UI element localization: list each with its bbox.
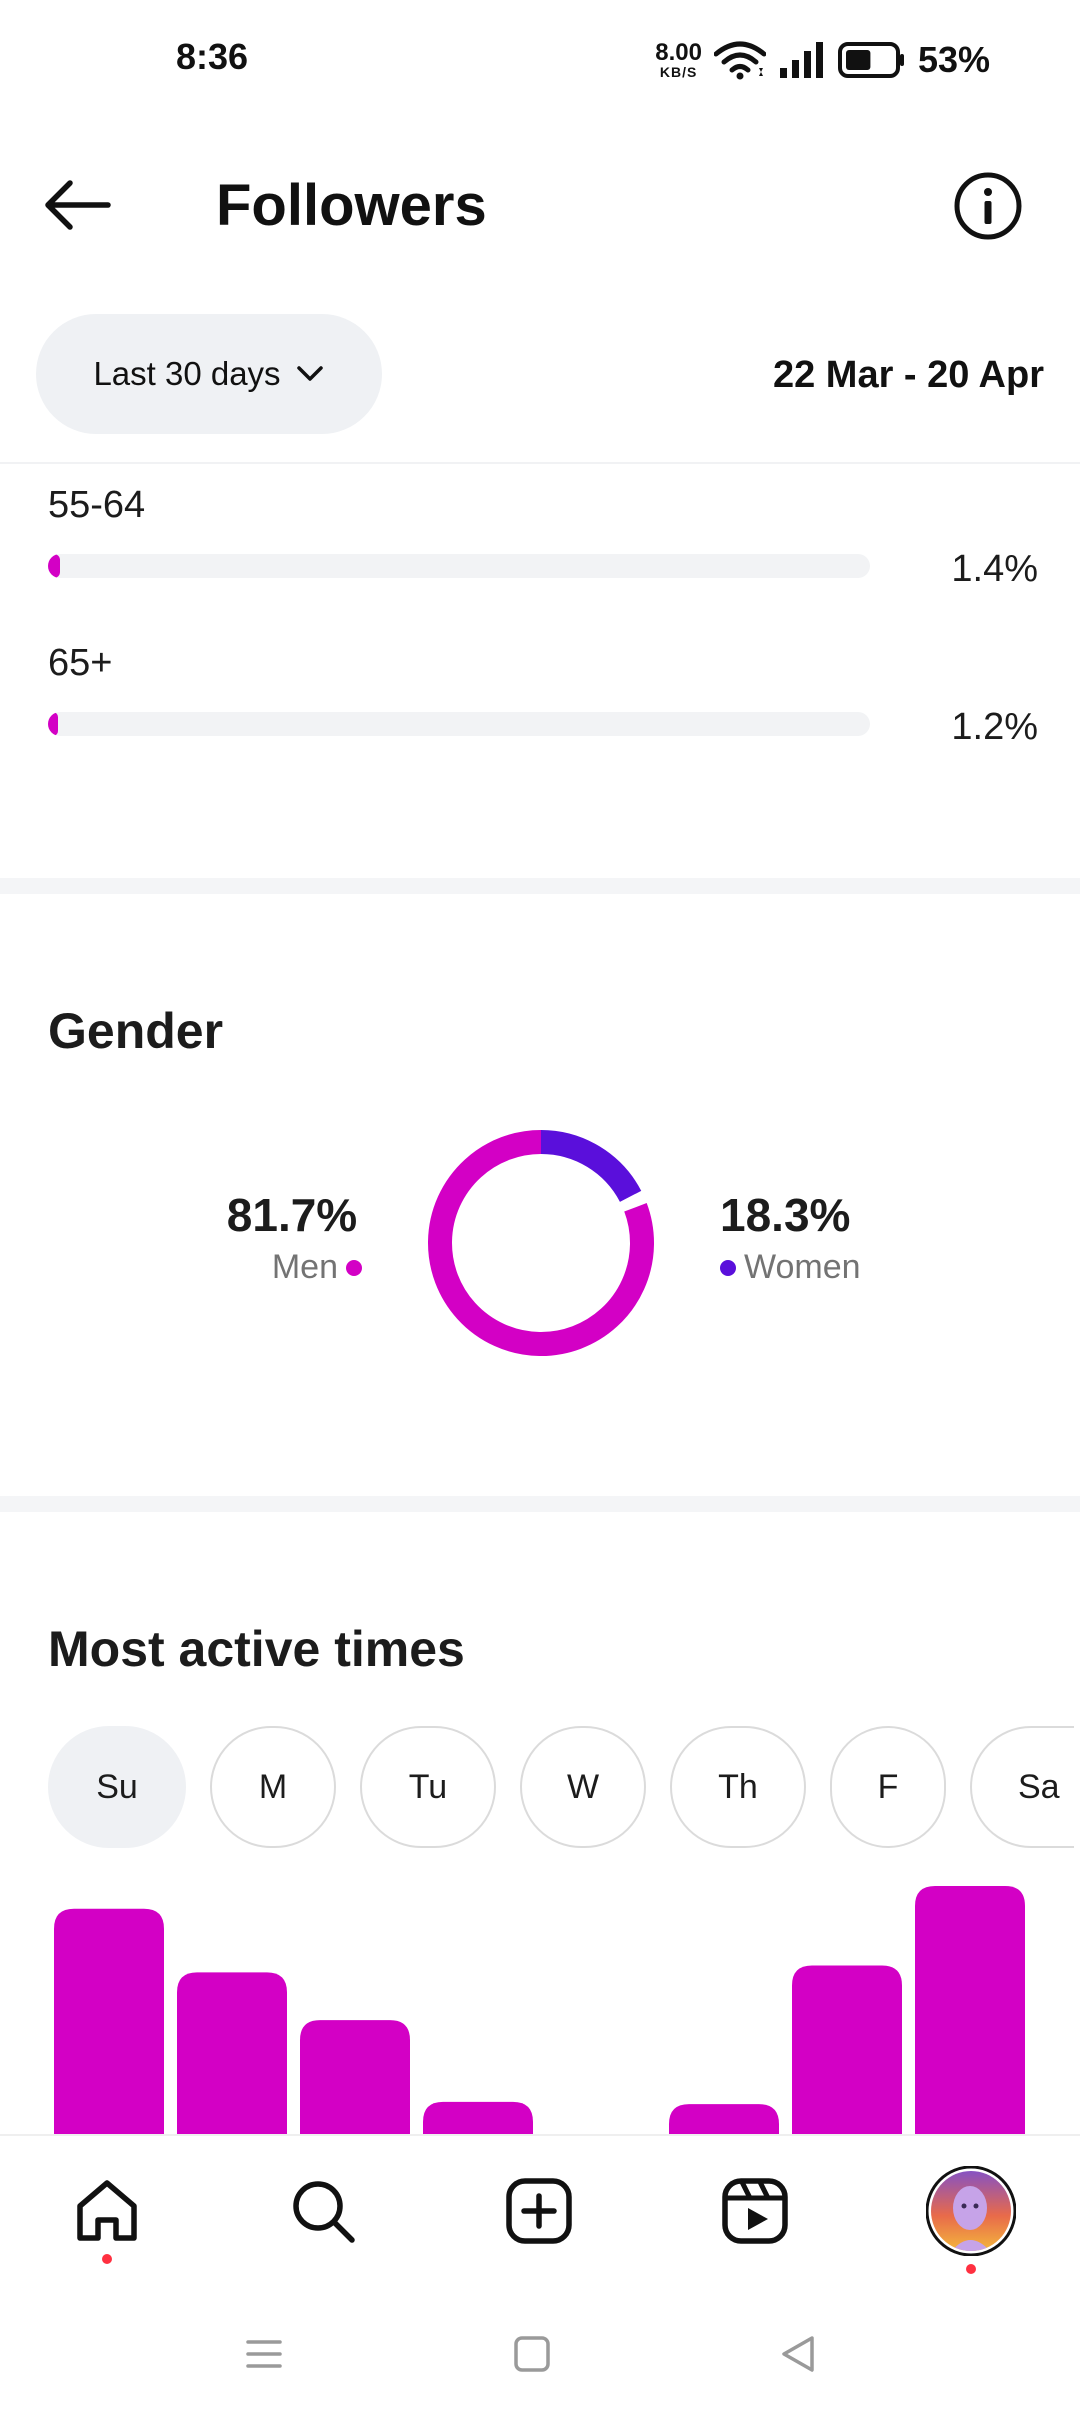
divider <box>0 462 1080 464</box>
back-button[interactable] <box>40 170 130 240</box>
active-times-bar-chart <box>54 1886 1025 2136</box>
date-range-text: 22 Mar - 20 Apr <box>772 354 1044 396</box>
notification-dot <box>102 2254 112 2264</box>
network-speed: 8.00 KB/S <box>655 39 702 80</box>
men-dot-icon <box>346 1259 362 1276</box>
info-button[interactable] <box>952 170 1024 242</box>
activity-bar <box>915 1886 1025 2136</box>
date-range-dropdown[interactable]: Last 30 days <box>36 314 382 434</box>
reels-icon <box>722 2178 788 2244</box>
age-row: 55-64 1.4% <box>48 484 1038 614</box>
filter-row: Last 30 days 22 Mar - 20 Apr <box>0 314 1080 436</box>
nav-home[interactable] <box>62 2166 152 2264</box>
day-tab-m[interactable]: M <box>210 1726 336 1848</box>
nav-reels[interactable] <box>710 2166 800 2256</box>
signal-icon <box>779 42 823 78</box>
gender-donut-chart <box>428 1130 654 1356</box>
header: Followers <box>0 150 1080 260</box>
activity-bar <box>177 1972 287 2136</box>
women-percent: 18.3% <box>720 1189 851 1241</box>
system-navigation <box>0 2284 1080 2412</box>
donut-segment-women <box>428 1130 654 1356</box>
battery-icon <box>837 42 904 78</box>
network-speed-value: 8.00 <box>655 39 702 66</box>
men-legend: Men <box>222 1248 362 1287</box>
day-tab-tu[interactable]: Tu <box>360 1726 496 1848</box>
age-range-label: 65+ <box>48 642 113 684</box>
men-percent: 81.7% <box>226 1189 358 1241</box>
back-triangle-icon <box>782 2336 814 2372</box>
notification-dot <box>966 2264 976 2274</box>
age-range-value: 1.4% <box>951 548 1038 590</box>
women-legend: Women <box>720 1248 900 1287</box>
donut-segment-men <box>428 1130 654 1356</box>
status-time: 8:36 <box>176 36 249 77</box>
nav-search[interactable] <box>278 2166 368 2256</box>
profile-avatar <box>926 2166 1016 2256</box>
section-divider <box>0 1496 1080 1512</box>
age-range-value: 1.2% <box>951 706 1038 748</box>
info-icon <box>954 172 1022 240</box>
age-bar-fill <box>48 712 58 736</box>
activity-bar <box>423 2101 533 2136</box>
day-tab-th[interactable]: Th <box>670 1726 806 1848</box>
network-speed-unit: KB/S <box>659 64 698 80</box>
gender-title: Gender <box>48 1003 224 1059</box>
activity-bar <box>669 2104 779 2136</box>
section-divider <box>0 878 1080 894</box>
home-square-icon <box>514 2336 550 2372</box>
status-bar: 8:36 8.00 KB/S 53% <box>0 0 1080 120</box>
day-tab-su[interactable]: Su <box>48 1726 186 1848</box>
activity-bar <box>300 2020 410 2136</box>
recent-apps-button[interactable] <box>234 2324 294 2384</box>
age-bar-track <box>48 712 870 736</box>
day-tab-f[interactable]: F <box>830 1726 946 1848</box>
home-system-button[interactable] <box>502 2324 562 2384</box>
women-dot-icon <box>720 1259 736 1276</box>
chevron-down-icon <box>296 366 323 381</box>
battery-percent: 53% <box>917 39 990 80</box>
menu-icon <box>246 2340 282 2368</box>
age-range-label: 55-64 <box>48 484 146 526</box>
bottom-navigation <box>0 2134 1080 2284</box>
active-times-title: Most active times <box>48 1621 465 1677</box>
back-system-button[interactable] <box>768 2324 828 2384</box>
date-range-dropdown-label: Last 30 days <box>93 355 281 392</box>
gender-men-stat: 81.7% Men <box>222 1188 362 1287</box>
nav-create[interactable] <box>494 2166 584 2256</box>
activity-bar <box>792 1965 902 2136</box>
day-selector: Su M Tu W Th F Sa <box>48 1726 1074 1848</box>
arrow-left-icon <box>45 180 111 230</box>
create-icon <box>506 2178 572 2244</box>
men-label: Men <box>271 1248 338 1286</box>
wifi-icon <box>713 41 766 80</box>
age-row: 65+ 1.2% <box>48 642 1038 772</box>
search-icon <box>293 2181 355 2243</box>
nav-profile[interactable] <box>926 2166 1016 2274</box>
women-label: Women <box>744 1248 861 1286</box>
day-tab-sa[interactable]: Sa <box>970 1726 1074 1848</box>
gender-women-stat: 18.3% Women <box>720 1188 900 1287</box>
age-bar-fill <box>48 554 60 578</box>
age-bar-track <box>48 554 870 578</box>
home-icon <box>77 2180 137 2241</box>
activity-bar <box>54 1908 164 2136</box>
status-icons: 8.00 KB/S 53% <box>655 34 990 86</box>
page-title: Followers <box>216 173 487 238</box>
day-tab-w[interactable]: W <box>520 1726 646 1848</box>
